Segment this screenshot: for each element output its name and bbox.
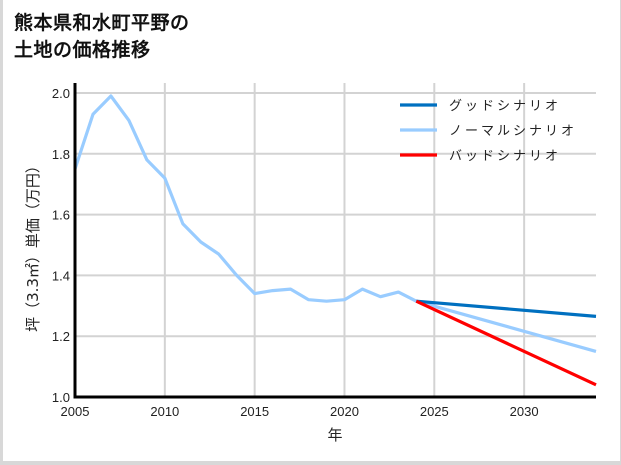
x-tick-label: 2010 — [150, 404, 179, 419]
x-tick-label: 2015 — [240, 404, 269, 419]
y-tick-label: 2.0 — [52, 86, 70, 101]
x-tick-label: 2020 — [330, 404, 359, 419]
y-tick-label: 1.6 — [52, 208, 70, 223]
y-tick-label: 1.8 — [52, 147, 70, 162]
y-tick-labels: 1.0 1.2 1.4 1.6 1.8 2.0 — [52, 86, 70, 405]
axes — [73, 83, 596, 399]
series-line — [73, 94, 597, 353]
legend-label: グッドシナリオ — [449, 99, 561, 114]
title-line-2: 土地の価格推移 — [14, 39, 151, 61]
y-tick-label: 1.4 — [52, 268, 70, 283]
x-tick-label: 2025 — [420, 404, 449, 419]
chart-title: 熊本県和水町平野の 土地の価格推移 — [14, 10, 190, 64]
y-tick-label: 1.0 — [52, 390, 70, 405]
x-tick-label: 2005 — [61, 404, 90, 419]
y-axis-label: 坪（3.3㎡）単価（万円） — [24, 158, 42, 332]
series-lines — [73, 94, 597, 387]
x-tick-label: 2030 — [510, 404, 539, 419]
x-axis-label: 年 — [327, 426, 342, 444]
series-line — [416, 299, 597, 318]
series-line — [415, 299, 597, 387]
title-line-1: 熊本県和水町平野の — [14, 12, 190, 34]
legend-label: バッドシナリオ — [449, 149, 561, 164]
legend-label: ノーマルシナリオ — [449, 124, 577, 139]
y-tick-label: 1.2 — [52, 329, 70, 344]
x-tick-labels: 2005 2010 2015 2020 2025 2030 — [61, 404, 539, 419]
